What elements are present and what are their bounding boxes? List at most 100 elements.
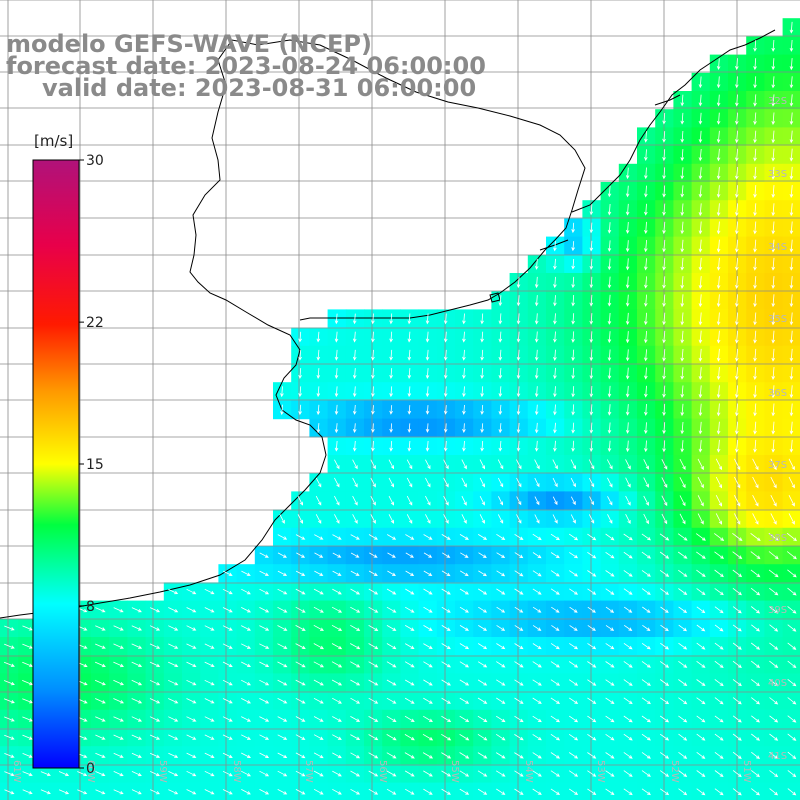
- wind-arrow: [186, 789, 197, 795]
- wind-arrow: [625, 404, 630, 416]
- wind-arrow: [553, 276, 557, 289]
- wind-arrow: [405, 588, 415, 595]
- wind-arrow: [277, 698, 288, 704]
- wind-arrow: [462, 368, 466, 379]
- wind-arrow: [788, 476, 795, 489]
- wind-arrow: [568, 770, 579, 777]
- wind-cell: [327, 782, 347, 800]
- wind-cell: [782, 527, 800, 547]
- wind-arrow: [443, 313, 448, 325]
- wind-arrow: [4, 716, 15, 722]
- wind-arrow: [642, 606, 651, 613]
- wind-arrow: [316, 368, 321, 379]
- wind-arrow: [680, 239, 685, 253]
- wind-arrow: [95, 752, 106, 758]
- wind-arrow: [168, 752, 179, 758]
- wind-arrow: [334, 386, 339, 398]
- wind-cell: [782, 618, 800, 638]
- wind-cell: [436, 782, 456, 800]
- wind-arrow: [498, 386, 503, 398]
- wind-arrow: [571, 386, 575, 398]
- wind-arrow: [571, 422, 575, 434]
- wind-cell: [782, 764, 800, 784]
- wind-arrow: [769, 678, 779, 687]
- wind-arrow: [313, 788, 324, 795]
- wind-arrow: [350, 552, 360, 558]
- wind-arrow: [479, 496, 485, 506]
- wind-cell: [782, 600, 800, 620]
- wind-arrow: [368, 770, 379, 777]
- wind-arrow: [350, 534, 360, 540]
- wind-arrow: [352, 313, 357, 325]
- wind-cell: [618, 782, 638, 800]
- wind-arrow: [607, 385, 612, 398]
- wind-arrow: [259, 643, 270, 649]
- wind-arrow: [443, 459, 449, 470]
- wind-arrow: [751, 788, 761, 796]
- wind-arrow: [750, 532, 761, 542]
- wind-arrow: [204, 789, 215, 795]
- wind-arrow: [588, 514, 595, 524]
- wind-arrow: [587, 625, 596, 631]
- wind-arrow: [644, 149, 648, 161]
- wind-arrow: [753, 385, 757, 399]
- wind-arrow: [204, 588, 215, 595]
- latitude-label: 37S: [768, 460, 787, 471]
- wind-arrow: [789, 76, 794, 89]
- wind-arrow: [350, 770, 361, 777]
- wind-arrow: [168, 589, 179, 595]
- wind-arrow: [313, 606, 324, 613]
- wind-arrow: [314, 552, 324, 558]
- wind-arrow: [498, 368, 503, 379]
- wind-arrow: [553, 258, 557, 270]
- wind-arrow: [768, 551, 779, 560]
- wind-arrow: [441, 715, 452, 723]
- wind-arrow: [771, 439, 776, 453]
- wind-arrow: [605, 588, 615, 595]
- wind-arrow: [753, 76, 757, 89]
- wind-arrow: [113, 661, 124, 668]
- wind-arrow: [751, 679, 760, 687]
- wind-arrow: [477, 661, 488, 668]
- wind-arrow: [716, 257, 721, 271]
- wind-arrow: [496, 570, 506, 577]
- wind-arrow: [534, 331, 539, 343]
- wind-arrow: [477, 697, 488, 704]
- wind-arrow: [332, 734, 342, 740]
- wind-arrow: [295, 606, 306, 613]
- wind-arrow: [222, 607, 233, 613]
- wind-arrow: [552, 459, 558, 470]
- wind-arrow: [332, 716, 342, 722]
- wind-arrow: [368, 588, 379, 595]
- wind-arrow: [715, 458, 722, 471]
- wind-arrow: [789, 94, 794, 107]
- wind-arrow: [352, 477, 358, 488]
- wind-arrow: [459, 788, 470, 795]
- wind-arrow: [423, 606, 433, 613]
- wind-arrow: [241, 643, 251, 649]
- wind-arrow: [3, 661, 15, 667]
- wind-arrow: [259, 661, 270, 667]
- wind-cell: [782, 564, 800, 583]
- wind-arrow: [516, 313, 521, 325]
- wind-arrow: [532, 588, 542, 595]
- wind-arrow: [404, 715, 415, 723]
- wind-arrow: [516, 367, 521, 380]
- wind-arrow: [441, 661, 451, 668]
- wind-arrow: [406, 459, 413, 470]
- wind-arrow: [641, 661, 651, 668]
- wind-arrow: [425, 514, 431, 524]
- wind-arrow: [623, 661, 633, 668]
- wind-arrow: [350, 752, 361, 759]
- wind-arrow: [222, 789, 233, 795]
- wind-arrow: [607, 514, 613, 524]
- longitude-label: 56W: [377, 760, 388, 783]
- wind-arrow: [644, 185, 648, 198]
- wind-cell: [72, 782, 92, 800]
- wind-arrow: [732, 660, 742, 668]
- wind-cell: [273, 782, 292, 800]
- wind-arrow: [406, 495, 413, 506]
- wind-arrow: [587, 679, 597, 686]
- wind-arrow: [751, 770, 761, 778]
- wind-arrow: [498, 313, 503, 325]
